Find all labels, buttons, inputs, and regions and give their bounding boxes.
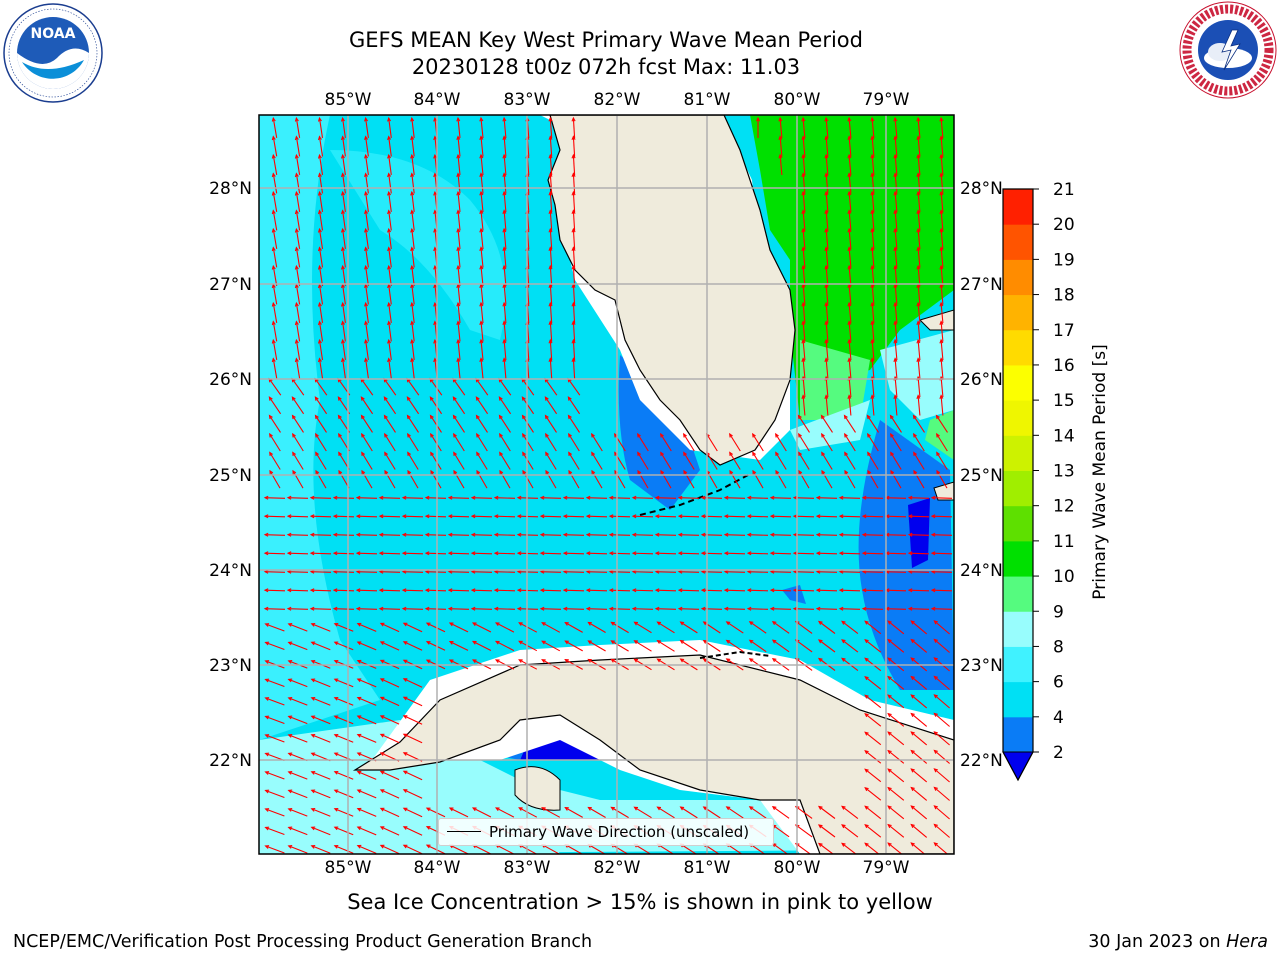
colorbar-tick-label: 11	[1053, 532, 1075, 552]
lon-label-bottom: 79°W	[863, 858, 910, 878]
colorbar-tick-label: 6	[1053, 673, 1064, 693]
lon-label-bottom: 82°W	[594, 858, 641, 878]
footer-credit: NCEP/EMC/Verification Post Processing Pr…	[13, 932, 593, 952]
noaa-logo: NOAA	[3, 3, 103, 103]
lon-label-top: 84°W	[414, 90, 461, 110]
lat-label-left: 27°N	[209, 275, 252, 295]
lat-label-right: 26°N	[960, 370, 1003, 390]
lat-label-left: 25°N	[209, 466, 252, 486]
wave-direction-arrows	[263, 116, 953, 854]
colorbar-bin	[1003, 540, 1033, 577]
footer-date-text: 30 Jan 2023 on	[1088, 932, 1227, 952]
colorbar-tick-label: 12	[1053, 497, 1075, 517]
lon-label-top: 79°W	[863, 90, 910, 110]
colorbar-tick-label: 10	[1053, 567, 1075, 587]
lon-label-bottom: 85°W	[325, 858, 372, 878]
sea-ice-note: Sea Ice Concentration > 15% is shown in …	[347, 890, 933, 914]
lon-label-top: 83°W	[504, 90, 551, 110]
colorbar-tick-label: 21	[1053, 180, 1075, 200]
lon-label-bottom: 83°W	[504, 858, 551, 878]
colorbar-tick-label: 4	[1053, 708, 1064, 728]
graticule	[259, 115, 954, 854]
lat-label-left: 28°N	[209, 179, 252, 199]
chart-subtitle: 20230128 t00z 072h fcst Max: 11.03	[411, 55, 801, 79]
colorbar-bin	[1003, 681, 1033, 718]
colorbar-tick-label: 20	[1053, 215, 1075, 235]
legend-label: Primary Wave Direction (unscaled)	[489, 823, 750, 841]
lon-label-bottom: 80°W	[774, 858, 821, 878]
footer-machine: Hera	[1226, 932, 1268, 952]
colorbar-tick-label: 8	[1053, 637, 1064, 657]
chart-title: GEFS MEAN Key West Primary Wave Mean Per…	[349, 28, 863, 52]
lat-label-right: 23°N	[960, 656, 1003, 676]
colorbar-bin	[1003, 294, 1033, 331]
colorbar-tick-label: 19	[1053, 250, 1075, 270]
noaa-logo-text: NOAA	[31, 26, 76, 42]
lat-label-right: 27°N	[960, 275, 1003, 295]
colorbar-tick-label: 15	[1053, 391, 1075, 411]
lon-label-bottom: 84°W	[414, 858, 461, 878]
lon-label-top: 81°W	[684, 90, 731, 110]
colorbar-bin	[1003, 259, 1033, 296]
colorbar-bin	[1003, 224, 1033, 260]
lon-label-bottom: 81°W	[684, 858, 731, 878]
legend: Primary Wave Direction (unscaled)	[438, 818, 774, 846]
lon-label-top: 80°W	[774, 90, 821, 110]
colorbar-label: Primary Wave Mean Period [s]	[1090, 344, 1110, 599]
colorbar-tick-label: 16	[1053, 356, 1075, 376]
colorbar-bin	[1003, 400, 1033, 436]
colorbar-tick-label: 14	[1053, 426, 1075, 446]
colorbar-tick-label: 2	[1053, 743, 1064, 763]
map-canvas	[259, 115, 954, 854]
colorbar-bin	[1003, 716, 1033, 753]
lat-label-right: 22°N	[960, 751, 1003, 771]
colorbar-tick-label: 17	[1053, 321, 1075, 341]
colorbar-bin	[1003, 435, 1033, 471]
colorbar-extend	[1002, 751, 1034, 782]
colorbar-bin	[1003, 576, 1033, 612]
lat-label-left: 26°N	[209, 370, 252, 390]
lat-label-left: 24°N	[209, 561, 252, 581]
colorbar-tick-label: 18	[1053, 286, 1075, 306]
colorbar-bin	[1003, 329, 1033, 366]
colorbar-bin	[1003, 505, 1033, 542]
colorbar-tick-label: 13	[1053, 462, 1075, 482]
axis-labels: 85°W 85°W 84°W 84°W 83°W 83°W 82°W 82°W 81°W 81°W…	[209, 90, 1003, 878]
map-frame	[258, 114, 955, 855]
lat-label-right: 28°N	[960, 179, 1003, 199]
legend-line-swatch	[447, 831, 481, 832]
lat-label-left: 22°N	[209, 751, 252, 771]
lat-label-right: 25°N	[960, 466, 1003, 486]
lat-label-left: 23°N	[209, 656, 252, 676]
footer-date: 30 Jan 2023 on Hera	[1088, 932, 1268, 952]
lon-label-top: 82°W	[594, 90, 641, 110]
colorbar-bin	[1003, 364, 1033, 401]
colorbar-bin	[1003, 646, 1033, 683]
lon-label-top: 85°W	[325, 90, 372, 110]
nws-logo	[1179, 1, 1277, 99]
colorbar-bin	[1003, 470, 1033, 507]
lat-label-right: 24°N	[960, 561, 1003, 581]
colorbar-tick-label: 9	[1053, 602, 1064, 622]
colorbar-bin	[1003, 611, 1033, 647]
colorbar-bin	[1003, 189, 1033, 225]
colorbar: 2 4 6 8 9 10 11 12 13 14 15 16 17 18 19 20 21	[1002, 180, 1075, 782]
